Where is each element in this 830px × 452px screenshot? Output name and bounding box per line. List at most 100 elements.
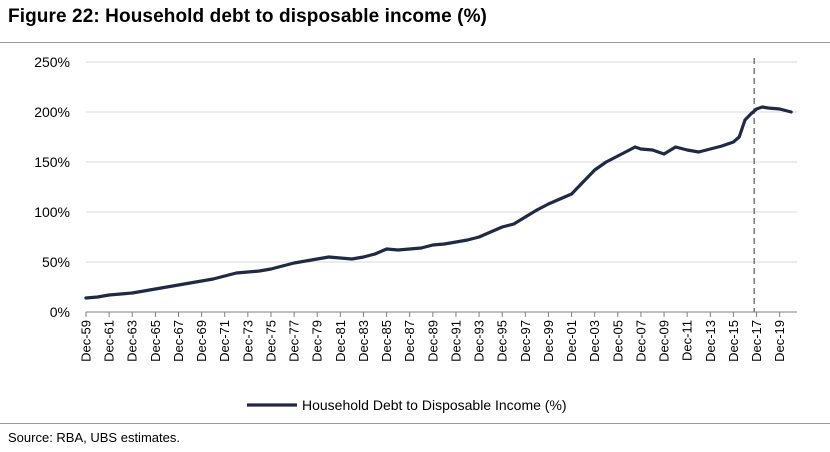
data-point: [107, 293, 111, 297]
x-tick-label: Dec-05: [610, 320, 625, 362]
data-point: [396, 248, 400, 252]
x-tick-label: Dec-07: [633, 320, 648, 362]
data-point: [431, 243, 435, 247]
x-tick-label: Dec-81: [333, 320, 348, 362]
axes: [85, 311, 797, 317]
y-tick-label: 100%: [34, 204, 70, 220]
data-point: [315, 257, 319, 261]
data-point: [408, 247, 412, 251]
series-lines: [84, 105, 793, 300]
data-point: [489, 230, 492, 234]
data-point: [755, 107, 758, 111]
data-point: [258, 269, 261, 273]
data-point: [558, 197, 562, 201]
data-point: [350, 257, 354, 261]
x-tick-label: Dec-63: [125, 320, 140, 362]
y-tick-label: 50%: [42, 254, 70, 270]
data-point: [547, 202, 550, 206]
x-tick-label: Dec-65: [148, 320, 163, 362]
data-point: [639, 147, 643, 151]
gridlines: [86, 61, 797, 263]
x-tick-label: Dec-83: [356, 320, 371, 362]
y-tick-label: 250%: [34, 54, 70, 70]
data-point: [789, 110, 793, 114]
x-tick-label: Dec-59: [79, 320, 94, 362]
x-tick-label: Dec-17: [749, 320, 764, 362]
data-point: [778, 107, 782, 111]
data-point: [130, 291, 134, 295]
data-point: [211, 277, 215, 281]
data-point: [662, 152, 666, 156]
data-point: [223, 274, 227, 278]
data-point: [246, 270, 250, 274]
x-tick-label: Dec-95: [495, 320, 510, 362]
data-point: [743, 118, 747, 122]
data-point: [84, 296, 88, 300]
source-note: Source: RBA, UBS estimates.: [8, 430, 180, 445]
data-point: [96, 295, 99, 299]
data-point: [362, 255, 365, 259]
data-point: [119, 292, 123, 296]
data-point: [443, 242, 446, 246]
x-tick-label: Dec-09: [657, 320, 672, 362]
data-point: [570, 192, 573, 196]
x-tick-label: Dec-79: [310, 320, 325, 362]
data-point: [292, 261, 296, 265]
x-tick-label: Dec-13: [703, 320, 718, 362]
data-point: [500, 225, 504, 229]
data-point: [327, 255, 331, 259]
data-point: [720, 144, 724, 148]
data-point: [338, 256, 342, 260]
x-tick-label: Dec-89: [425, 320, 440, 362]
data-point: [633, 145, 637, 149]
data-point: [466, 238, 469, 242]
figure-title: Figure 22: Household debt to disposable …: [8, 6, 487, 27]
data-point: [760, 105, 764, 109]
y-tick-label: 200%: [34, 104, 70, 120]
data-point: [628, 148, 631, 152]
data-point: [749, 112, 753, 116]
legend: Household Debt to Disposable Income (%): [247, 397, 567, 413]
y-tick-labels: 0% 50% 100% 150% 200% 250%: [34, 54, 70, 320]
series-line-0: [84, 105, 793, 300]
data-point: [737, 135, 741, 139]
x-tick-label: Dec-61: [102, 320, 117, 362]
data-point: [512, 222, 516, 226]
x-tick-label: Dec-03: [587, 320, 602, 362]
data-point: [732, 140, 735, 144]
data-point: [177, 283, 180, 287]
x-tick-label: Dec-77: [287, 320, 302, 362]
data-point: [269, 267, 273, 271]
data-point: [188, 281, 192, 285]
data-point: [165, 285, 169, 289]
data-point: [477, 235, 481, 239]
x-tick-label: Dec-99: [541, 320, 556, 362]
data-point: [234, 271, 238, 275]
x-tick-label: Dec-91: [448, 320, 463, 362]
data-point: [616, 154, 620, 158]
x-tick-label: Dec-11: [680, 320, 695, 361]
x-tick-labels: Dec-59 Dec-61 Dec-63 Dec-65 Dec-67 Dec-69 Dec-…: [79, 320, 788, 362]
data-point: [281, 264, 284, 268]
source-divider: [0, 423, 830, 424]
x-tick-label: Dec-67: [171, 320, 186, 362]
x-tick-label: Dec-73: [240, 320, 255, 362]
legend-label: Household Debt to Disposable Income (%): [302, 397, 567, 413]
x-tick-label: Dec-19: [772, 320, 787, 362]
line-chart: 0% 50% 100% 150% 200% 250% Dec-59 Dec-61 Dec-63…: [34, 54, 797, 413]
x-tick-label: Dec-71: [217, 320, 232, 362]
x-tick-label: Dec-15: [726, 320, 741, 362]
x-tick-label: Dec-87: [402, 320, 417, 362]
data-point: [304, 259, 308, 263]
data-point: [142, 289, 146, 293]
data-point: [604, 160, 608, 164]
data-point: [697, 150, 701, 154]
data-point: [535, 208, 539, 212]
data-point: [708, 147, 712, 151]
x-tick-label: Dec-85: [379, 320, 394, 362]
data-point: [419, 246, 423, 250]
data-point: [385, 247, 388, 251]
data-point: [581, 180, 585, 184]
data-point: [651, 148, 654, 152]
data-point: [674, 145, 677, 149]
